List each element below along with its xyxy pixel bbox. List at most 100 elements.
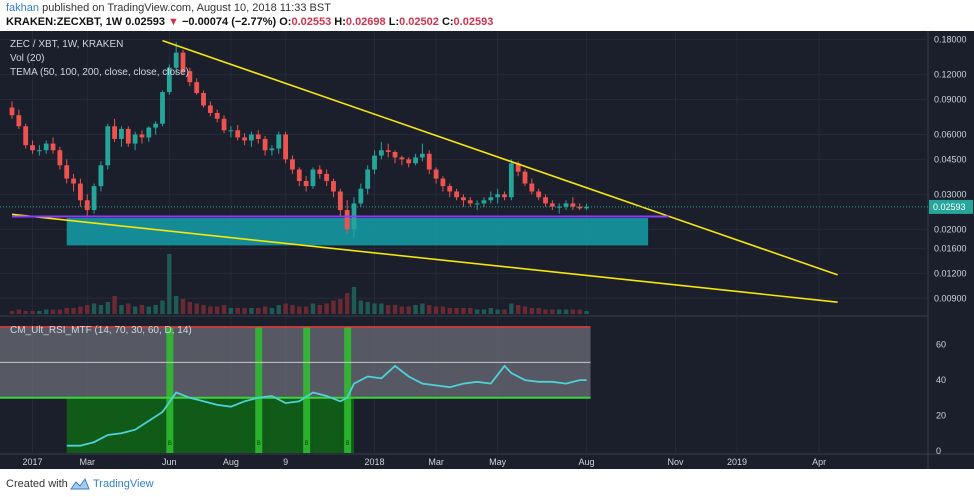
volume-bar xyxy=(242,308,247,314)
volume-bar xyxy=(194,303,199,314)
candle-body xyxy=(166,67,172,93)
candle-body xyxy=(255,134,261,139)
volume-bar xyxy=(9,311,15,314)
down-arrow-icon: ▼ xyxy=(168,16,179,28)
rsi-tick-label: 0 xyxy=(936,446,941,456)
volume-bar xyxy=(44,309,49,314)
candle-body xyxy=(23,126,29,146)
candle-body xyxy=(112,126,117,139)
volume-bar xyxy=(563,309,569,314)
candle-body xyxy=(324,173,330,182)
candle-body xyxy=(290,159,295,170)
candle-body xyxy=(515,163,521,172)
volume-bar xyxy=(85,305,90,314)
volume-bar xyxy=(215,306,220,314)
volume-bar xyxy=(502,309,507,314)
candle-body xyxy=(378,150,384,156)
candle-body xyxy=(303,181,309,187)
price-tick-label: 0.00900 xyxy=(934,293,967,303)
tradingview-brand[interactable]: TradingView xyxy=(93,478,154,490)
candle-body xyxy=(536,191,542,198)
volume-bar xyxy=(420,303,425,314)
volume-bar xyxy=(461,308,466,314)
volume-bar xyxy=(310,303,316,314)
price-tick-label: 0.04500 xyxy=(934,154,967,164)
price-tick-label: 0.09000 xyxy=(934,95,967,105)
volume-bar xyxy=(351,287,357,314)
volume-bar xyxy=(37,311,42,314)
candle-body xyxy=(201,93,206,106)
volume-bar xyxy=(208,306,213,314)
rsi-oversold-shade xyxy=(265,397,307,453)
price-tick-label: 0.18000 xyxy=(934,35,967,45)
candle-body xyxy=(358,188,364,204)
time-tick-label: Nov xyxy=(667,457,684,467)
candle-body xyxy=(30,145,35,151)
volume-bar xyxy=(249,308,254,314)
rsi-signal-marker: B xyxy=(346,441,350,447)
candle-body xyxy=(433,169,439,179)
candle-body xyxy=(365,169,371,189)
volume-bar xyxy=(447,308,452,314)
candle-body xyxy=(125,128,131,144)
volume-bar xyxy=(474,309,480,314)
candle-body xyxy=(577,206,583,209)
volume-bar xyxy=(262,306,268,314)
price-tick-label: 0.02000 xyxy=(934,224,967,234)
time-tick-label: 2018 xyxy=(365,457,385,467)
high-label: H: xyxy=(334,16,346,28)
volume-bar xyxy=(64,308,69,314)
candle-body xyxy=(344,210,350,230)
volume-bar xyxy=(23,311,28,314)
volume-bar xyxy=(153,305,158,314)
time-tick-label: Mar xyxy=(79,457,95,467)
volume-bar xyxy=(160,300,165,314)
chart-area[interactable]: B B B B 0.18000 0.12000 0.09000 0.06000 0.04500… xyxy=(0,31,974,469)
candle-body xyxy=(392,151,398,158)
candle-body xyxy=(180,52,186,72)
rsi-tick-label: 60 xyxy=(936,340,946,350)
rsi-oversold-shade xyxy=(183,397,259,453)
publish-info: fakhan published on TradingView.com, Aug… xyxy=(6,2,331,14)
volume-bar xyxy=(344,293,350,314)
rsi-signal-column xyxy=(166,326,174,453)
close-label: C: xyxy=(441,16,454,28)
candle-body xyxy=(385,150,391,152)
volume-bar xyxy=(536,308,541,314)
candle-body xyxy=(426,153,432,170)
volume-bar xyxy=(365,302,370,314)
volume-bar xyxy=(221,305,227,314)
candle-body xyxy=(36,150,42,152)
candle-body xyxy=(570,203,576,207)
tradingview-logo-icon[interactable] xyxy=(70,477,90,491)
rsi-signal-column xyxy=(303,326,311,453)
volume-bar xyxy=(358,300,364,314)
volume-bar xyxy=(406,306,411,314)
price-tick-label: 0.03000 xyxy=(934,189,967,199)
volume-bar xyxy=(379,303,384,314)
volume-bar xyxy=(50,309,56,314)
candle-body xyxy=(78,183,83,201)
volume-bar xyxy=(269,308,275,314)
price-tick-label: 0.06000 xyxy=(934,130,967,140)
rsi-signal-column xyxy=(255,326,263,453)
volume-bar xyxy=(399,306,405,314)
time-tick-label: Aug xyxy=(223,457,239,467)
candle-body xyxy=(420,153,425,158)
candle-body xyxy=(317,169,323,174)
volume-bar xyxy=(324,303,329,314)
volume-bar xyxy=(331,300,336,314)
volume-bar xyxy=(522,306,528,314)
candle-body xyxy=(132,134,138,144)
trendline xyxy=(162,39,838,276)
volume-bar xyxy=(550,309,555,314)
author-link[interactable]: fakhan xyxy=(6,2,40,14)
candle-body xyxy=(207,105,213,113)
candle-body xyxy=(495,194,501,198)
rsi-signal-column xyxy=(344,326,352,453)
candle-body xyxy=(283,134,288,160)
chart-svg[interactable]: B B B B 0.18000 0.12000 0.09000 0.06000 0.04500… xyxy=(0,31,974,469)
candle-body xyxy=(549,203,555,207)
candle-body xyxy=(194,82,200,94)
volume-bar xyxy=(372,303,377,314)
